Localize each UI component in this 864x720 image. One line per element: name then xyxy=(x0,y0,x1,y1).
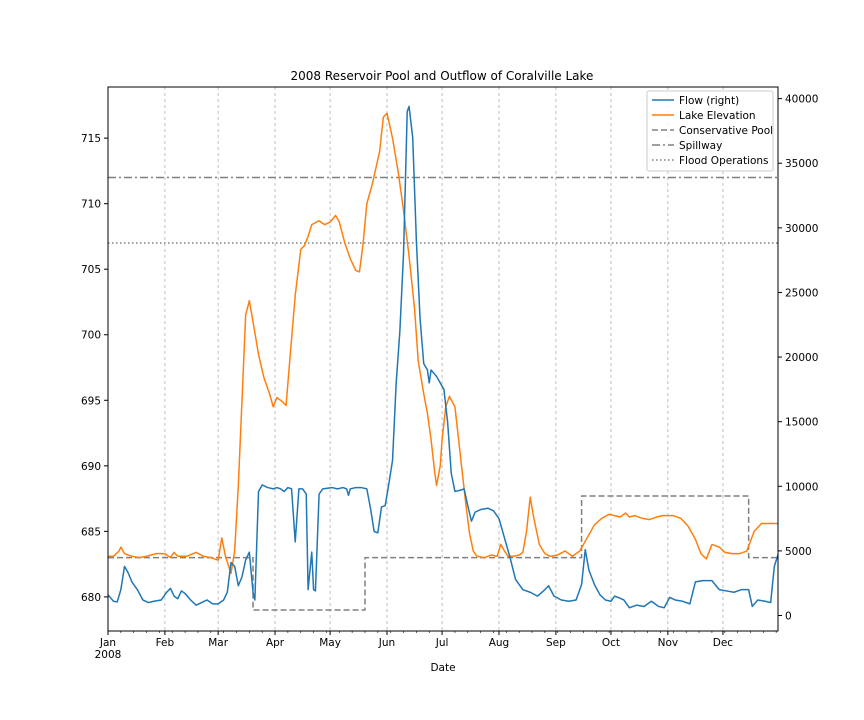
x-tick-label: Jun xyxy=(378,637,395,649)
x-tick-label: Aug xyxy=(489,637,510,649)
y-left-tick-label: 690 xyxy=(81,461,101,473)
y-right-tick-label: 40000 xyxy=(785,94,818,106)
x-tick-label: May xyxy=(319,637,341,649)
x-tick-label: Oct xyxy=(602,637,620,649)
legend-label: Flow (right) xyxy=(679,95,739,107)
plot-series xyxy=(107,105,779,611)
x-tick-label: Dec xyxy=(713,637,734,649)
series-line-conservative-pool xyxy=(108,495,778,611)
legend-label: Conservative Pool xyxy=(679,125,773,137)
x-tick-sublabel: 2008 xyxy=(95,649,122,661)
y-right-tick-label: 5000 xyxy=(785,546,812,558)
y-right-tick-label: 25000 xyxy=(785,287,818,299)
y-left-tick-label: 695 xyxy=(81,395,101,407)
y-right-tick-label: 0 xyxy=(785,610,792,622)
legend-label: Spillway xyxy=(679,140,722,152)
series-line-lake-elevation xyxy=(108,112,778,575)
chart-title: 2008 Reservoir Pool and Outflow of Coral… xyxy=(291,69,594,83)
y-left-tick-label: 710 xyxy=(81,199,101,211)
y-left-tick-label: 705 xyxy=(81,264,101,276)
y-right-tick-label: 30000 xyxy=(785,223,818,235)
legend: Flow (right) Lake Elevation Conservative P… xyxy=(646,90,774,172)
x-tick-label: Jul xyxy=(435,637,449,649)
x-tick-label: Nov xyxy=(658,637,679,649)
x-tick-label: Apr xyxy=(266,637,285,649)
y-right-tick-label: 35000 xyxy=(785,158,818,170)
x-tick-label: Jan xyxy=(99,637,116,649)
plot-frame xyxy=(107,86,779,632)
y-left-tick-label: 700 xyxy=(81,330,101,342)
y-right-tick-label: 10000 xyxy=(785,481,818,493)
legend-label: Flood Operations xyxy=(679,155,769,167)
x-tick-label: Feb xyxy=(156,637,175,649)
x-tick-label: Mar xyxy=(208,637,228,649)
legend-label: Lake Elevation xyxy=(679,110,756,122)
x-axis-label: Date xyxy=(430,662,455,674)
y-left-tick-label: 685 xyxy=(81,526,101,538)
y-right-tick-label: 15000 xyxy=(785,417,818,429)
legend-box xyxy=(646,90,774,172)
x-tick-label: Sep xyxy=(546,637,566,649)
y-right-tick-label: 20000 xyxy=(785,352,818,364)
series-line-flow-right xyxy=(107,105,779,609)
y-left-tick-label: 715 xyxy=(81,133,101,145)
y-left-tick-label: 680 xyxy=(81,592,101,604)
